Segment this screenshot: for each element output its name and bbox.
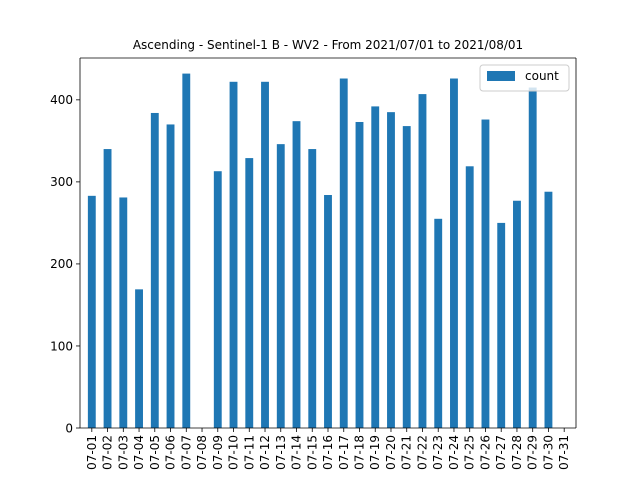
x-tick-label: 07-08: [195, 435, 209, 470]
bar-07-03: [119, 197, 128, 428]
bar-07-27: [497, 222, 506, 428]
bar-07-23: [434, 218, 443, 428]
bar-07-25: [465, 166, 474, 429]
legend-label: count: [525, 69, 559, 83]
x-tick-label: 07-12: [258, 435, 272, 470]
x-tick-label: 07-14: [290, 435, 304, 470]
x-tick-label: 07-31: [557, 435, 571, 470]
x-tick-label: 07-24: [447, 435, 461, 470]
x-tick-label: 07-19: [368, 435, 382, 470]
bar-07-16: [324, 195, 332, 428]
bar-07-12: [261, 81, 269, 428]
x-tick-label: 07-30: [541, 435, 555, 470]
x-axis: 07-01 07-02 07-03 07-04 07-05 07-06 07-07 07-08…: [85, 428, 571, 470]
bar-07-11: [245, 158, 254, 428]
x-tick-label: 07-29: [526, 435, 540, 470]
x-tick-label: 07-13: [274, 435, 288, 470]
bar-07-06: [166, 124, 175, 428]
bar-07-13: [276, 144, 285, 428]
legend: count: [479, 64, 570, 92]
plot-frame: [79, 57, 577, 429]
bar-07-01: [87, 195, 96, 428]
bar-07-15: [308, 149, 317, 428]
bar-07-19: [371, 106, 380, 429]
x-tick-label: 07-09: [211, 435, 225, 470]
x-tick-label: 07-03: [116, 435, 130, 470]
bar-07-10: [229, 81, 238, 428]
bar-07-04: [135, 289, 143, 428]
bar-07-28: [513, 200, 521, 428]
bar-07-09: [213, 171, 222, 428]
x-tick-label: 07-28: [510, 435, 524, 470]
chart-title: Ascending - Sentinel-1 B - WV2 - From 20…: [133, 38, 523, 52]
x-tick-label: 07-04: [132, 435, 146, 470]
bar-07-29: [528, 87, 537, 428]
x-tick-label: 07-10: [227, 435, 241, 470]
y-tick-label: 0: [65, 421, 73, 435]
bar-07-17: [339, 78, 348, 428]
y-axis: 0 100 200 300 400: [50, 93, 80, 435]
bar-07-22: [418, 94, 427, 428]
x-tick-label: 07-07: [179, 435, 193, 470]
x-tick-label: 07-20: [384, 435, 398, 470]
y-tick-label: 300: [50, 175, 73, 189]
bar-07-30: [544, 191, 553, 428]
bar-07-21: [402, 126, 411, 428]
x-tick-label: 07-15: [305, 435, 319, 470]
x-tick-label: 07-27: [494, 435, 508, 470]
bar-07-02: [103, 149, 112, 428]
x-tick-label: 07-21: [400, 435, 414, 470]
x-tick-label: 07-26: [478, 435, 492, 470]
x-tick-label: 07-22: [415, 435, 429, 470]
bar-07-07: [182, 73, 191, 428]
x-tick-label: 07-11: [242, 435, 256, 470]
bar-07-18: [355, 121, 364, 429]
x-tick-label: 07-02: [101, 435, 115, 470]
x-tick-label: 07-01: [85, 435, 99, 470]
y-tick-label: 200: [50, 257, 73, 271]
bar-07-24: [450, 78, 458, 428]
x-tick-label: 07-16: [321, 435, 335, 470]
bar-07-20: [387, 112, 395, 429]
x-tick-label: 07-05: [148, 435, 162, 470]
x-tick-label: 07-17: [337, 435, 351, 470]
legend-swatch: [487, 71, 515, 81]
bar-07-05: [150, 112, 159, 428]
x-tick-label: 07-18: [352, 435, 366, 470]
x-tick-label: 07-23: [431, 435, 445, 470]
bars-group: [87, 73, 553, 429]
x-tick-label: 07-25: [463, 435, 477, 470]
x-tick-label: 07-06: [164, 435, 178, 470]
bar-07-14: [292, 121, 301, 429]
bar-07-26: [481, 119, 490, 428]
y-tick-label: 100: [50, 339, 73, 353]
y-tick-label: 400: [50, 93, 73, 107]
